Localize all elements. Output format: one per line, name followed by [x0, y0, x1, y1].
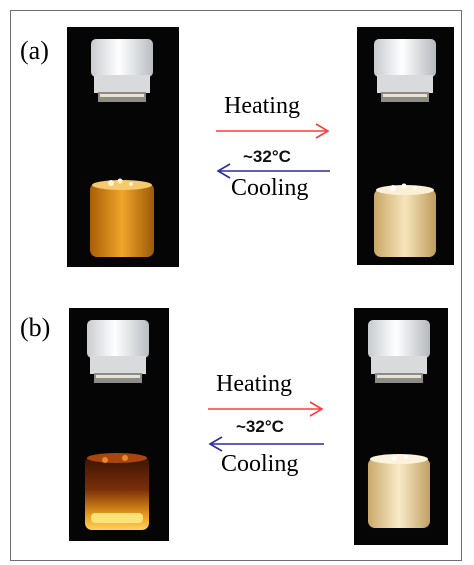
panel-a-cooling-arrow [216, 163, 330, 179]
panel-a-right-vial-photo [357, 27, 454, 265]
panel-a-heating-arrow [216, 123, 330, 139]
panel-a-cooling-label: Cooling [231, 175, 309, 201]
panel-b-right-vial-photo [354, 308, 448, 545]
panel-b-cooling-label: Cooling [221, 451, 299, 477]
panel-a-label: (a) [20, 36, 49, 65]
panel-b-temperature: ~32°C [236, 417, 284, 436]
panel-b-heating-label: Heating [216, 371, 292, 397]
panel-a-heating-label: Heating [224, 93, 300, 119]
panel-a-left-vial-photo [67, 27, 179, 267]
panel-b-label: (b) [20, 313, 51, 342]
panel-b-left-vial-photo [69, 308, 169, 541]
panel-b-cooling-arrow [208, 436, 324, 452]
panel-b-heating-arrow [208, 401, 324, 417]
panel-a-temperature: ~32°C [243, 147, 291, 166]
